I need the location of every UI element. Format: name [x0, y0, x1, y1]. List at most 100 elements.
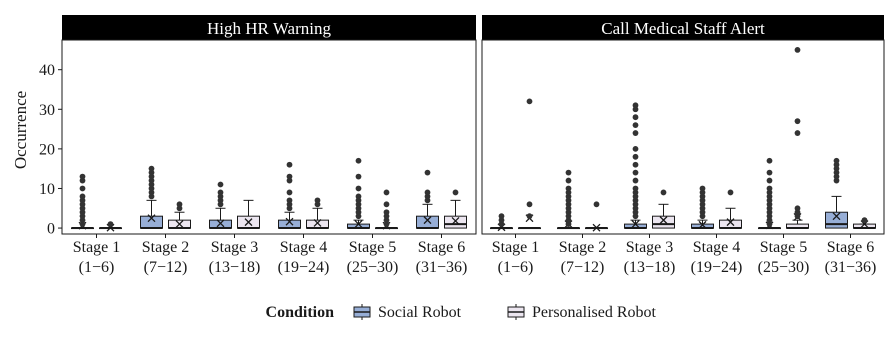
box-social	[71, 173, 94, 230]
mean-marker	[175, 220, 184, 229]
panel-strip	[482, 15, 884, 40]
outlier-point	[766, 177, 773, 184]
outlier-point	[632, 185, 639, 192]
outlier-point	[79, 173, 86, 180]
box-personalised	[585, 201, 608, 232]
x-tick-label-range: (7−12)	[144, 259, 188, 276]
legend-item: Personalised Robot	[507, 304, 657, 321]
panel-border	[61, 39, 477, 235]
outlier-point	[526, 213, 533, 220]
mean-marker	[698, 220, 707, 229]
outlier-point	[699, 185, 706, 192]
mean-marker	[726, 218, 735, 227]
mean-marker	[659, 216, 668, 225]
x-tick-label: Stage 3	[626, 239, 674, 256]
box-personalised	[306, 197, 329, 230]
box-social	[278, 161, 301, 230]
outlier-point	[355, 185, 362, 192]
x-tick-label-range: (25−30)	[758, 259, 810, 276]
outlier-point	[660, 189, 667, 196]
x-tick-label-range: (31−36)	[825, 259, 877, 276]
outlier-point	[286, 173, 293, 180]
mean-marker	[216, 219, 225, 228]
outlier-point	[526, 98, 533, 105]
box-personalised	[375, 189, 398, 230]
outlier-point	[632, 177, 639, 184]
x-tick-label: Stage 6	[827, 239, 875, 256]
x-tick-label: Stage 6	[418, 239, 466, 256]
outlier-point	[632, 145, 639, 152]
box	[652, 215, 675, 229]
x-tick-label-range: (31−36)	[416, 259, 468, 276]
x-tick-label: Stage 4	[693, 239, 741, 256]
legend-item: Social Robot	[353, 304, 462, 321]
outlier-point	[286, 197, 293, 204]
outlier-point	[565, 169, 572, 176]
x-tick-label-range: (7−12)	[561, 259, 605, 276]
outlier-point	[632, 153, 639, 160]
x-tick-label: Stage 3	[211, 239, 259, 256]
box-personalised	[168, 201, 191, 230]
box-personalised	[853, 217, 876, 230]
outlier-point	[79, 185, 86, 192]
y-tick-label: 20	[39, 141, 55, 158]
outlier-point	[314, 197, 321, 204]
outlier-point	[176, 201, 183, 208]
x-tick-label-range: (1−6)	[498, 259, 534, 276]
outlier-point	[861, 217, 868, 224]
panel-title: High HR Warning	[207, 19, 331, 38]
y-tick-label: 40	[39, 62, 55, 79]
mean-marker	[313, 218, 322, 227]
panel-strip	[62, 15, 476, 40]
panel-1: High HR Warning 0 10 20 30 40 Stage 1 (1−6) Stag…	[39, 15, 477, 276]
x-tick-label-range: (1−6)	[79, 259, 115, 276]
legend: Condition Social Robot Personalised Robot	[266, 304, 657, 321]
outlier-point	[217, 181, 224, 188]
panels: High HR Warning 0 10 20 30 40 Stage 1 (1−6) Stag…	[39, 15, 885, 276]
outlier-point	[383, 201, 390, 208]
panel-title: Call Medical Staff Alert	[601, 19, 765, 38]
box-personalised	[444, 189, 467, 229]
outlier-point	[565, 177, 572, 184]
outlier-point	[286, 161, 293, 168]
box-social	[758, 157, 781, 230]
x-tick-label: Stage 1	[73, 239, 121, 256]
box-social	[825, 157, 848, 229]
mean-marker	[451, 216, 460, 225]
outlier-point	[452, 189, 459, 196]
box-social	[209, 181, 232, 230]
box-personalised	[652, 189, 675, 229]
panel-border	[481, 39, 885, 235]
outlier-point	[107, 221, 114, 228]
x-tick-label-range: (13−18)	[624, 259, 676, 276]
outlier-point	[593, 201, 600, 208]
box-social	[624, 102, 647, 230]
box-personalised	[719, 189, 742, 230]
mean-marker	[592, 223, 601, 232]
legend-items: Social Robot Personalised Robot	[353, 304, 657, 321]
mean-marker	[244, 218, 253, 227]
outlier-point	[526, 201, 533, 208]
outlier-point	[794, 118, 801, 125]
outlier-point	[632, 169, 639, 176]
box-social	[416, 169, 439, 230]
box-personalised	[99, 221, 122, 232]
outlier-point	[79, 193, 86, 200]
x-tick-label-range: (25−30)	[347, 259, 399, 276]
box-personalised	[237, 199, 260, 230]
legend-label: Social Robot	[378, 304, 462, 321]
x-tick-label: Stage 5	[760, 239, 808, 256]
outlier-point	[148, 165, 155, 172]
outlier-point	[565, 185, 572, 192]
x-tick-label-range: (19−24)	[278, 259, 330, 276]
mean-marker	[285, 217, 294, 226]
outlier-point	[766, 157, 773, 164]
panel-2: Call Medical Staff Alert Stage 1 (1−6) Stag…	[481, 15, 885, 276]
y-tick-label: 10	[39, 181, 55, 198]
box	[444, 215, 467, 229]
outlier-point	[794, 130, 801, 136]
box-social	[557, 169, 580, 230]
outlier-point	[833, 157, 840, 164]
x-tick-label: Stage 1	[492, 239, 540, 256]
